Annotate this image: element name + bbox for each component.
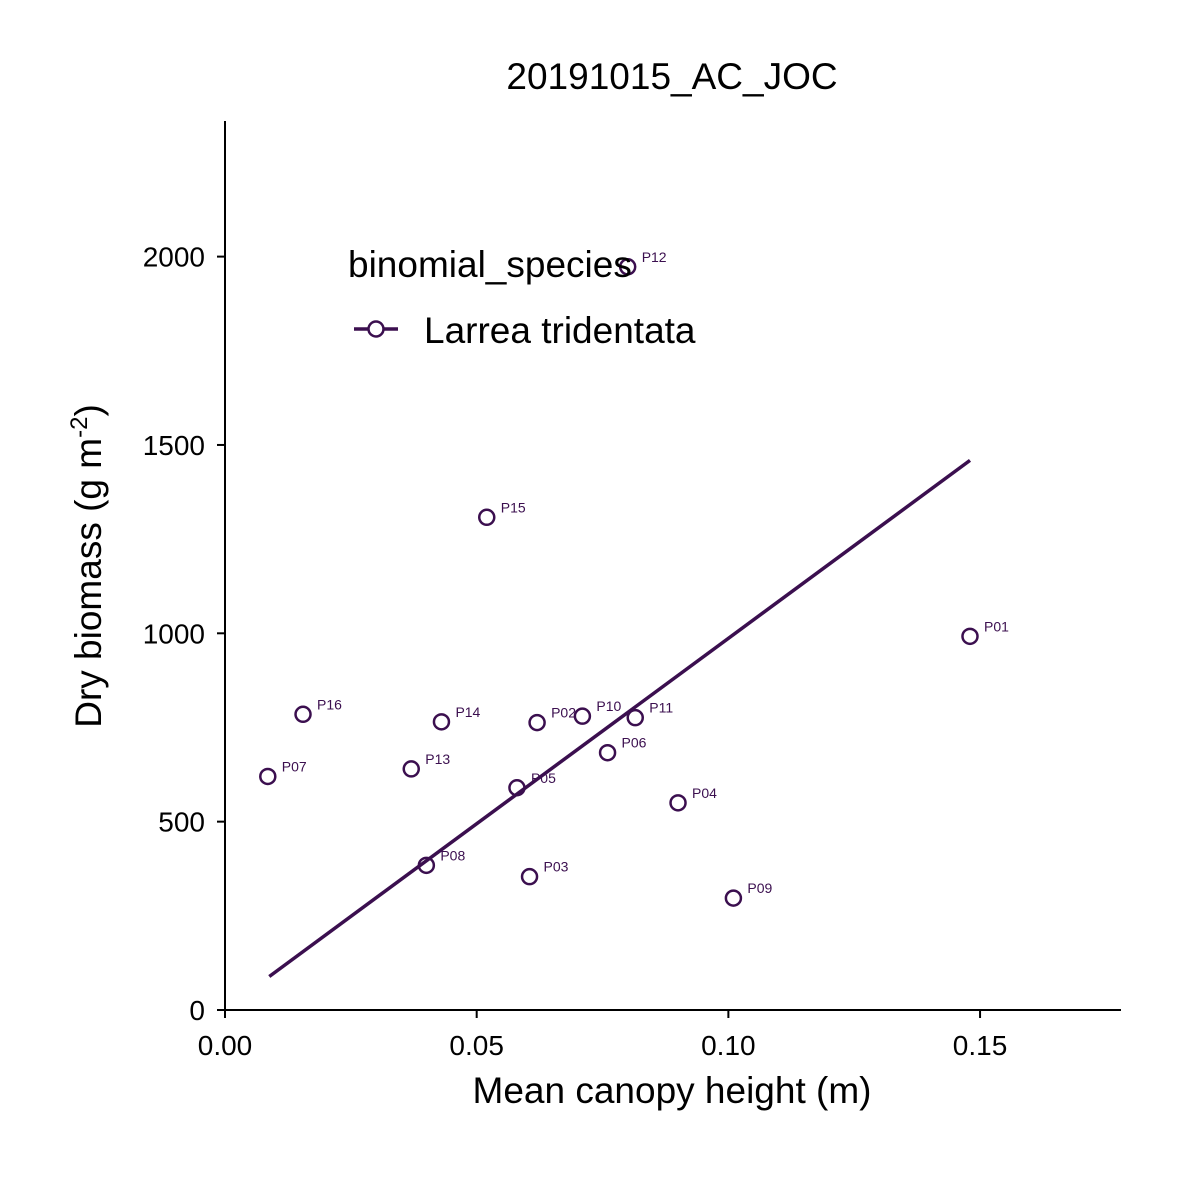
data-point xyxy=(618,258,637,276)
chart-title: 20191015_AC_JOC xyxy=(506,56,837,97)
legend-title: binomial_species xyxy=(348,244,632,285)
point-label: P08 xyxy=(440,847,465,863)
data-point xyxy=(669,794,687,812)
y-tick-label: 1000 xyxy=(143,618,205,649)
legend-key-marker xyxy=(367,320,385,338)
legend-entry-label: Larrea tridentata xyxy=(424,310,696,351)
y-ticks: 0 500 1000 1500 2000 xyxy=(143,242,225,1026)
y-axis-title-close: ) xyxy=(68,404,109,416)
data-point xyxy=(432,713,451,731)
data-point xyxy=(478,508,496,527)
point-label: P13 xyxy=(425,751,450,767)
point-label: P15 xyxy=(501,499,526,515)
data-point xyxy=(961,627,979,646)
data-point xyxy=(417,856,436,875)
point-label: P02 xyxy=(551,705,576,721)
y-tick-label: 0 xyxy=(189,995,205,1026)
x-tick-label: 0.15 xyxy=(953,1030,1008,1061)
x-ticks: 0.00 0.05 0.10 0.15 xyxy=(198,1010,1008,1061)
y-tick-label: 500 xyxy=(158,807,205,838)
data-point xyxy=(724,889,743,907)
data-point xyxy=(520,867,539,886)
point-label: P06 xyxy=(622,735,647,751)
point-label: P09 xyxy=(747,880,772,896)
point-label: P12 xyxy=(642,249,667,265)
x-tick-label: 0.10 xyxy=(701,1030,756,1061)
data-point xyxy=(294,705,312,724)
x-tick-label: 0.00 xyxy=(198,1030,253,1061)
x-axis-title: Mean canopy height (m) xyxy=(473,1070,872,1111)
y-axis-title: Dry biomass (g m-2) xyxy=(66,404,109,728)
point-label: P03 xyxy=(544,859,569,875)
points-layer: P01 P02 P03 P04 P05 P06 P07 P08 P09 P10 P11 P12 P13 P… xyxy=(259,249,1009,907)
point-label: P10 xyxy=(596,698,621,714)
point-label: P01 xyxy=(984,618,1009,634)
y-axis-title-superscript: -2 xyxy=(66,417,93,438)
point-label: P07 xyxy=(282,758,307,774)
data-point xyxy=(598,743,617,762)
y-axis-title-main: Dry biomass (g m xyxy=(68,438,109,728)
data-point xyxy=(402,760,420,778)
point-label: P04 xyxy=(692,785,717,801)
x-tick-label: 0.05 xyxy=(449,1030,504,1061)
data-point xyxy=(626,708,644,727)
fit-line xyxy=(268,458,972,978)
legend: binomial_species Larrea tridentata xyxy=(348,244,696,351)
data-point xyxy=(528,713,546,732)
point-label: P14 xyxy=(455,704,480,720)
data-point xyxy=(573,707,592,725)
y-tick-label: 2000 xyxy=(143,242,205,273)
point-label: P11 xyxy=(649,700,673,716)
point-label: P05 xyxy=(531,770,556,786)
fit-line-layer xyxy=(268,458,972,978)
data-point xyxy=(259,767,277,786)
y-tick-label: 1500 xyxy=(143,430,205,461)
data-point xyxy=(508,779,526,797)
point-label: P16 xyxy=(317,696,342,712)
